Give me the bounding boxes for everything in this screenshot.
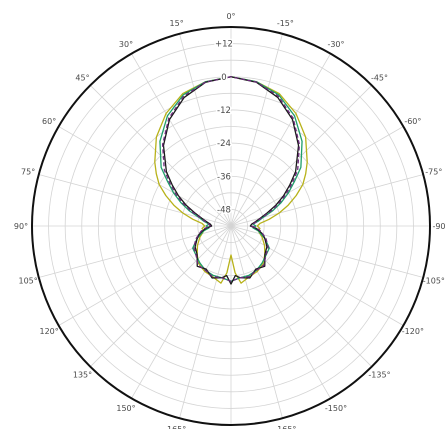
grid-spoke xyxy=(58,126,232,227)
grid-spoke xyxy=(179,225,232,419)
angle-tick-label: -90° xyxy=(432,222,446,231)
radial-tick-halo: -48 xyxy=(217,205,231,215)
angle-tick-label: 15° xyxy=(170,19,184,28)
series-line-3 xyxy=(162,76,300,285)
angle-tick-label: 75° xyxy=(21,168,35,177)
grid-spoke xyxy=(179,33,232,227)
grid-spoke xyxy=(230,225,372,367)
angle-tick-label: -120° xyxy=(402,327,424,336)
radial-tick-halo: -12 xyxy=(217,106,231,116)
grid-spoke xyxy=(230,225,283,419)
polar-grid xyxy=(31,26,431,426)
angle-tick-label: -45° xyxy=(371,74,388,83)
angle-tick-label: -165° xyxy=(274,425,296,429)
grid-spoke xyxy=(131,53,232,227)
series-line-1 xyxy=(154,76,308,284)
series-line-4 xyxy=(161,76,301,282)
angle-tick-label: -150° xyxy=(325,404,347,413)
series-layer xyxy=(154,76,308,285)
grid-spoke xyxy=(230,126,404,227)
angle-tick-label: -15° xyxy=(277,19,294,28)
radial-tick-label: 0 xyxy=(221,73,226,83)
angle-tick-label: 0° xyxy=(226,12,235,21)
labels-layer: 0° 15° -15° 30° -30° 45° -45° 60° -60° 75° -75° 90°… xyxy=(14,12,446,429)
angle-tick-label: 120° xyxy=(39,327,58,336)
grid-spoke xyxy=(230,53,331,227)
grid-spoke xyxy=(230,33,283,227)
radial-tick-halo: -24 xyxy=(217,139,231,149)
radial-tick-halo: +12 xyxy=(215,40,233,50)
angle-tick-label: -135° xyxy=(368,370,390,379)
grid-spoke xyxy=(131,225,232,399)
radial-tick-label: -48 xyxy=(217,205,231,215)
radial-tick-halo: -36 xyxy=(217,172,231,182)
grid-spoke xyxy=(58,225,232,326)
outer-ring xyxy=(31,26,431,426)
angle-tick-label: -105° xyxy=(423,276,445,285)
angle-tick-label: 45° xyxy=(75,74,89,83)
angle-tick-label: 150° xyxy=(116,404,135,413)
radial-tick-label: -36 xyxy=(217,172,231,182)
angle-tick-label: 165° xyxy=(167,425,186,429)
angle-tick-label: 105° xyxy=(19,276,38,285)
radial-tick-halo: 0 xyxy=(221,73,226,83)
angle-tick-label: -30° xyxy=(327,40,344,49)
radial-tick-label: +12 xyxy=(215,40,233,50)
grid-spoke xyxy=(230,225,404,326)
grid-spoke xyxy=(90,225,232,367)
grid-spoke xyxy=(230,225,331,399)
angle-tick-label: -75° xyxy=(425,168,442,177)
radial-tick-label: -12 xyxy=(217,106,231,116)
angle-tick-label: -60° xyxy=(404,117,421,126)
angle-tick-label: 60° xyxy=(42,117,56,126)
angle-tick-label: 135° xyxy=(73,370,92,379)
angle-tick-label: 90° xyxy=(14,222,28,231)
angle-tick-label: 30° xyxy=(119,40,133,49)
radial-tick-label: -24 xyxy=(217,139,231,149)
